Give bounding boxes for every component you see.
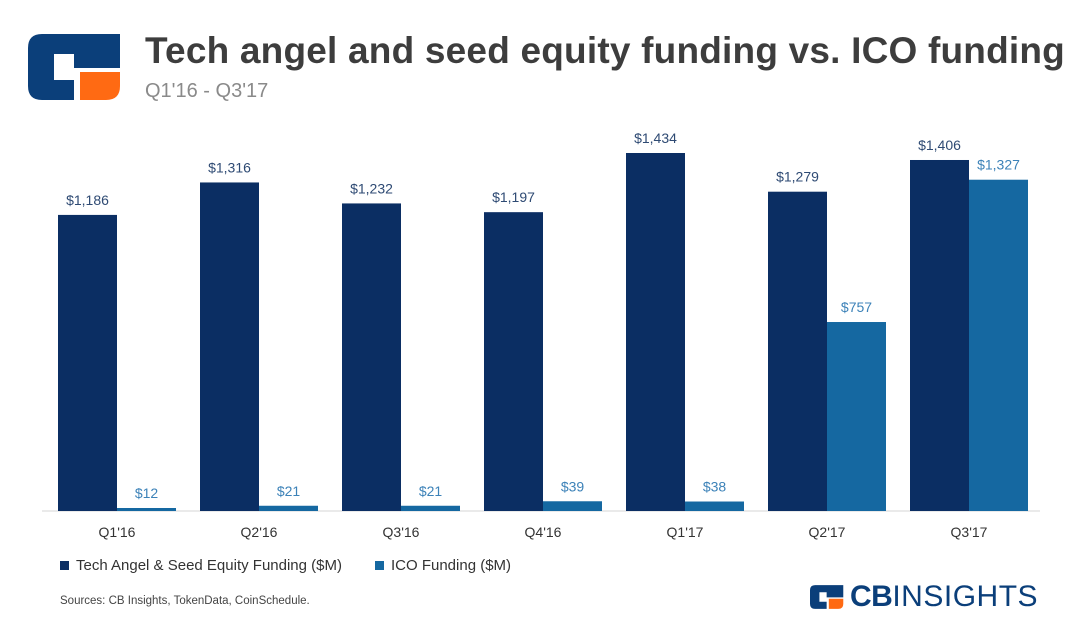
data-label-ico-0: $12 [135,485,159,501]
data-label-ico-1: $21 [277,483,301,499]
bar-ico-1 [259,505,318,511]
x-tick-label-5: Q2'17 [809,524,846,540]
x-tick-label-6: Q3'17 [951,524,988,540]
bar-equity-5 [768,191,827,511]
x-tick-label-3: Q4'16 [525,524,562,540]
bar-ico-0 [117,508,176,511]
data-label-ico-2: $21 [419,483,443,499]
x-tick-label-1: Q2'16 [241,524,278,540]
legend-item-equity: Tech Angel & Seed Equity Funding ($M) [60,557,342,574]
x-tick-label-4: Q1'17 [667,524,704,540]
data-label-equity-1: $1,316 [208,159,251,175]
data-label-equity-2: $1,232 [350,180,393,196]
data-label-ico-4: $38 [703,479,727,495]
x-tick-label-2: Q3'16 [383,524,420,540]
bar-ico-2 [401,505,460,511]
data-label-equity-4: $1,434 [634,130,677,146]
bar-ico-3 [543,501,602,511]
data-label-equity-6: $1,406 [918,137,961,153]
brand-text-bold: CB [850,580,893,613]
cb-insights-logo-icon [28,34,120,100]
bar-ico-5 [827,322,886,511]
legend-swatch-ico [375,561,384,570]
bar-chart: $1,186 $12 $1,316 $21 $1,232 $21 $1,197 $39 $1,4… [42,130,1040,540]
bar-ico-4 [685,501,744,511]
x-tick-label-0: Q1'16 [99,524,136,540]
data-label-ico-6: $1,327 [977,157,1020,173]
cb-insights-brand: CB INSIGHTS [810,580,1038,614]
legend-swatch-equity [60,561,69,570]
bar-equity-3 [484,212,543,511]
bar-ico-6 [969,179,1028,511]
chart-subtitle: Q1'16 - Q3'17 [145,80,269,102]
legend-item-ico: ICO Funding ($M) [375,557,511,574]
data-label-equity-3: $1,197 [492,189,535,205]
source-note: Sources: CB Insights, TokenData, CoinSch… [60,595,310,607]
legend-label-ico: ICO Funding ($M) [391,557,512,574]
chart-title: Tech angel and seed equity funding vs. I… [145,30,1065,71]
data-label-equity-0: $1,186 [66,192,109,208]
bar-equity-1 [200,182,259,511]
brand-text-light: INSIGHTS [892,580,1039,613]
data-label-equity-5: $1,279 [776,169,819,185]
cb-insights-brand-icon [810,585,844,609]
legend-label-equity: Tech Angel & Seed Equity Funding ($M) [76,557,342,574]
bar-equity-2 [342,203,401,511]
data-label-ico-3: $39 [561,478,585,494]
bar-equity-0 [58,214,117,512]
data-label-ico-5: $757 [841,299,872,315]
bar-equity-4 [626,153,685,511]
bar-equity-6 [910,159,969,511]
